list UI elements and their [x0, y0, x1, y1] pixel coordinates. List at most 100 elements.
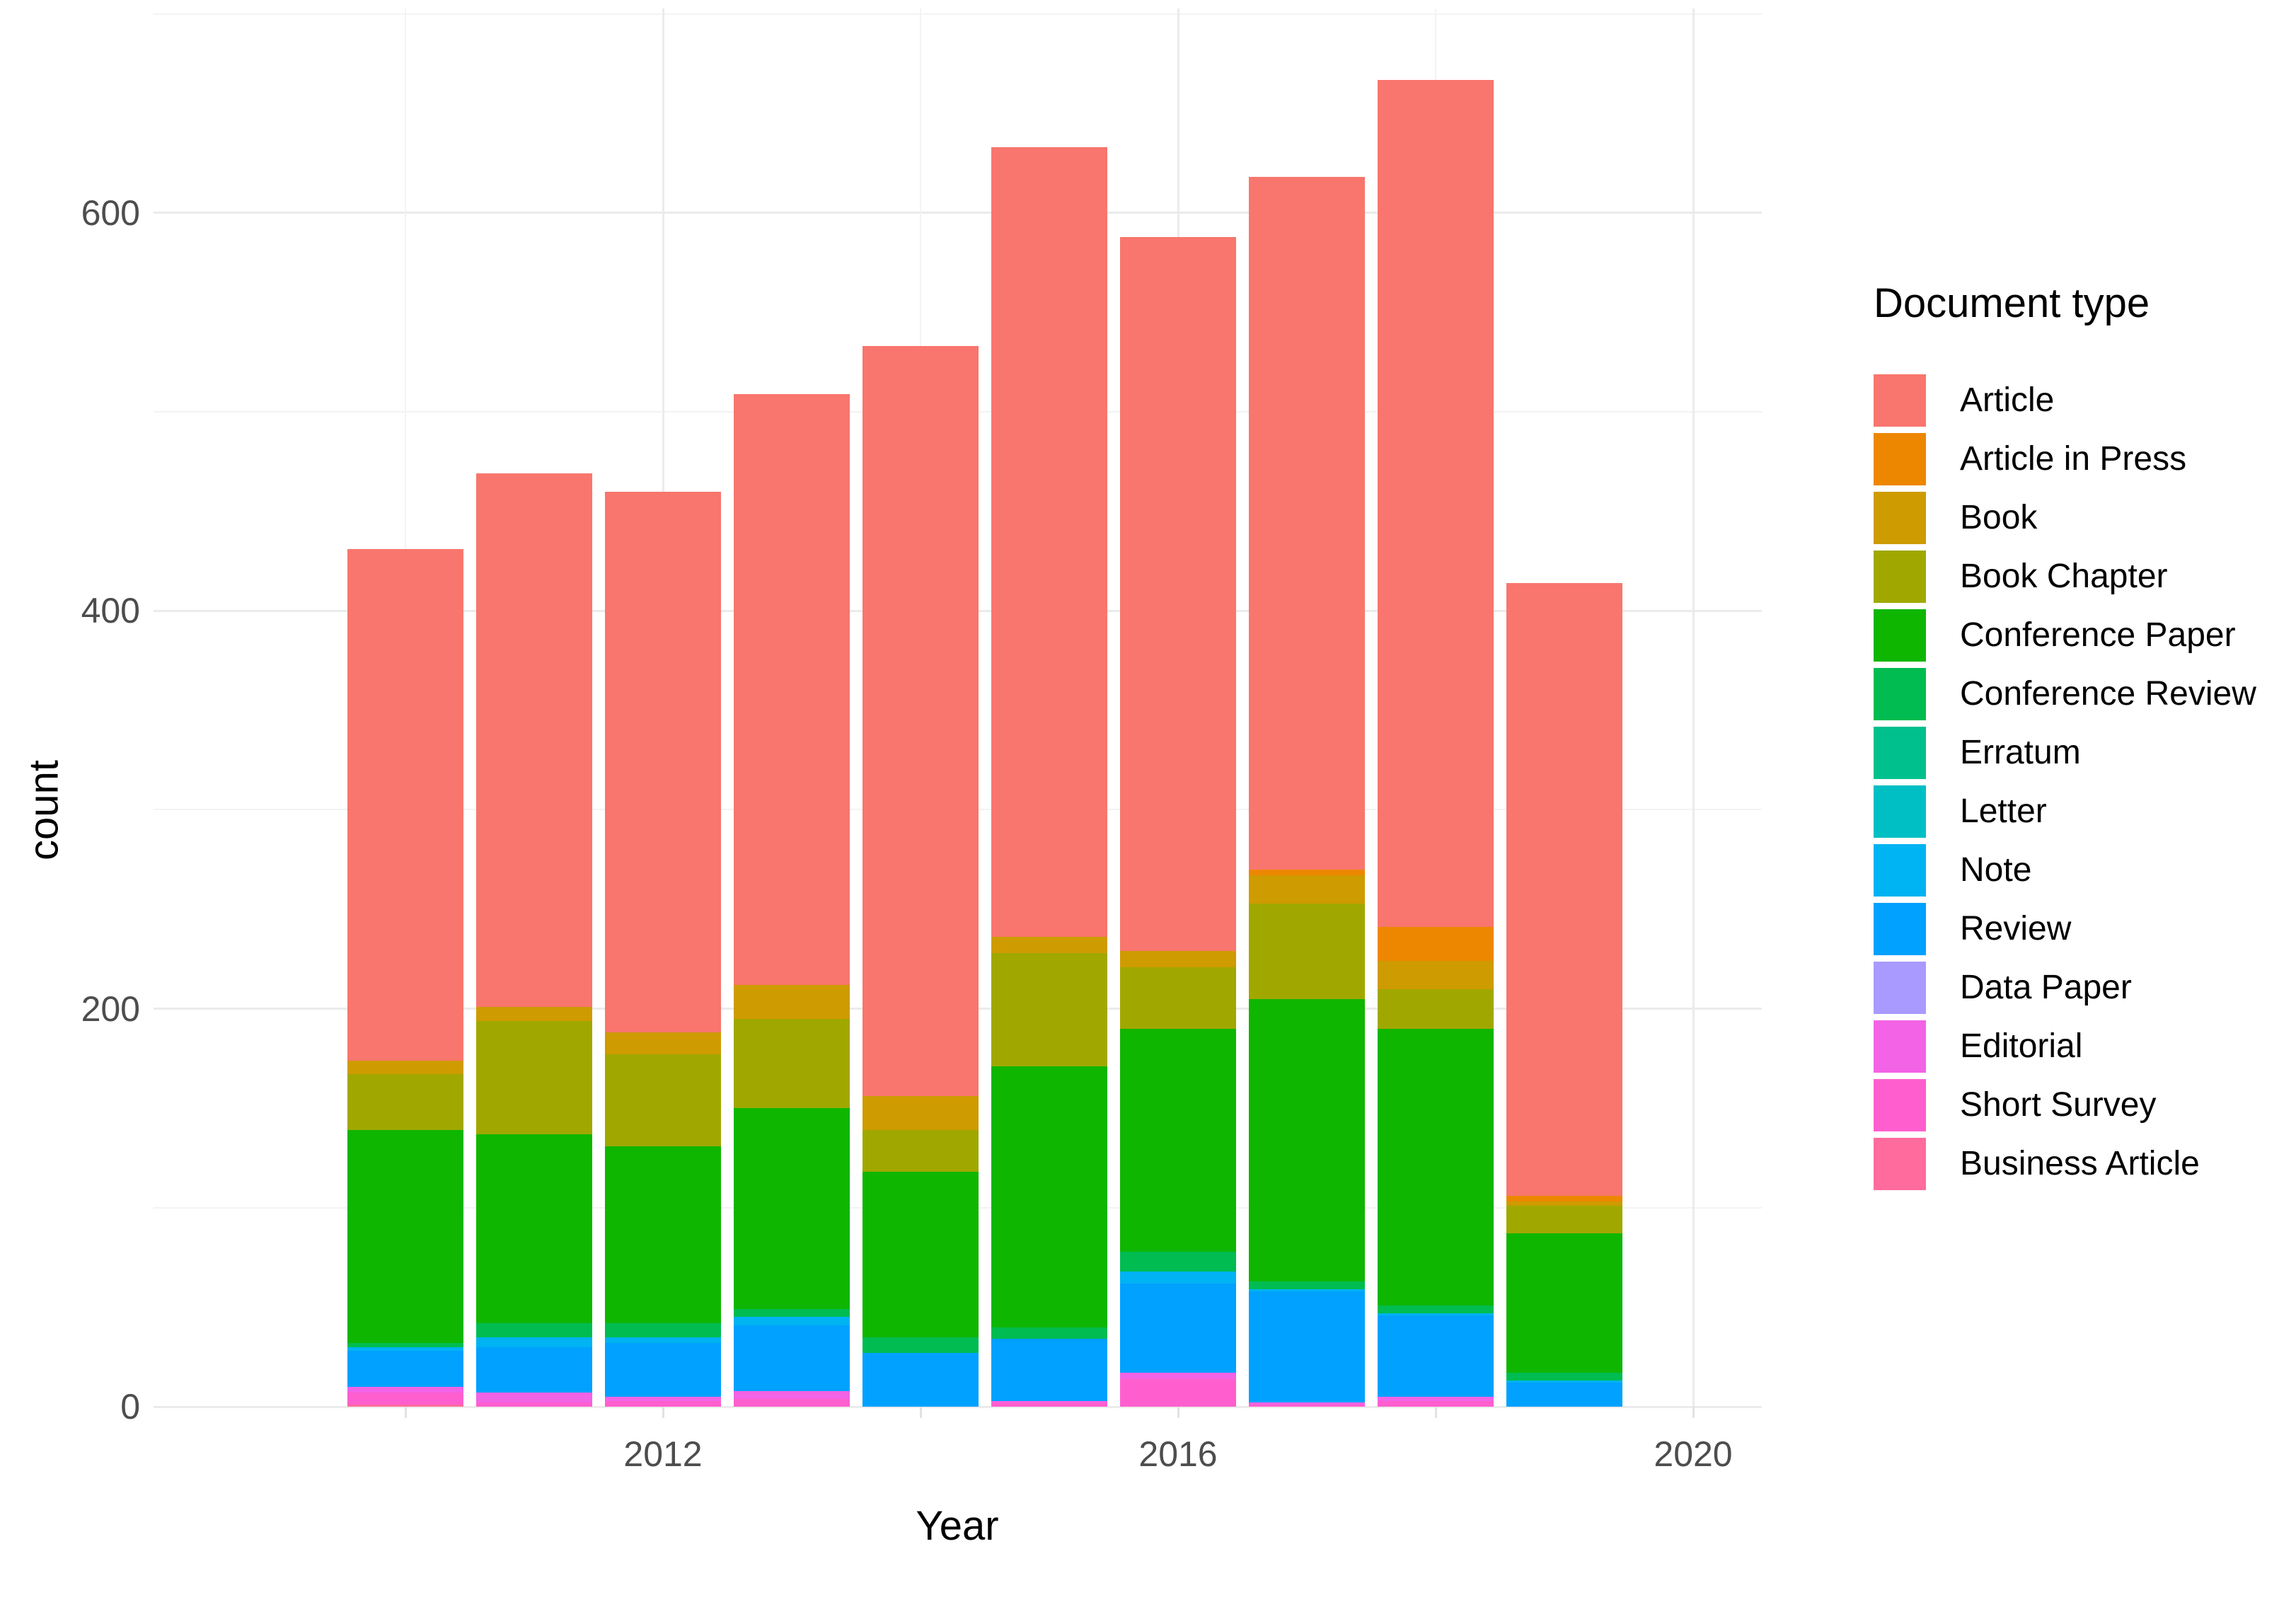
- bar-segment-2019-article-in-press: [1506, 1195, 1622, 1202]
- bar-segment-2019-review: [1506, 1383, 1622, 1407]
- bar-segment-2010-review: [347, 1351, 463, 1387]
- bar-segment-2018-article-in-press: [1378, 927, 1494, 962]
- bar-segment-2012-conference-paper: [605, 1146, 721, 1323]
- legend-swatch-icon: [1874, 609, 1926, 662]
- legend-item-letter: Letter: [1874, 782, 2270, 841]
- bar-segment-2012-note: [605, 1337, 721, 1343]
- legend-item-label: Review: [1960, 910, 2072, 947]
- legend-item-label: Article: [1960, 381, 2055, 419]
- y-major-gridline: [154, 212, 1762, 214]
- y-tick-label: 400: [81, 591, 140, 631]
- y-axis-title: count: [21, 760, 67, 860]
- legend-item-label: Erratum: [1960, 734, 2081, 771]
- legend-item-label: Data Paper: [1960, 969, 2132, 1006]
- bar-segment-2014-book-chapter: [863, 1130, 979, 1172]
- bar-segment-2014-conference-review: [863, 1337, 979, 1354]
- legend-item-article: Article: [1874, 371, 2270, 430]
- legend-item-label: Conference Paper: [1960, 616, 2236, 654]
- bar-segment-2013-book: [734, 984, 850, 1019]
- bar-segment-2010-book: [347, 1060, 463, 1075]
- bar-segment-2016-review: [1120, 1283, 1236, 1373]
- legend-swatch-icon: [1874, 550, 1926, 603]
- bar-segment-2015-book: [991, 937, 1107, 953]
- bar-segment-2011-conference-review: [476, 1322, 592, 1337]
- bar-segment-2013-article: [734, 393, 850, 985]
- legend-swatch-icon: [1874, 961, 1926, 1014]
- bar-segment-2012-review: [605, 1343, 721, 1397]
- bar-segment-2017-conference-paper: [1249, 998, 1365, 1281]
- bar-segment-2018-book: [1378, 961, 1494, 989]
- bar-segment-2013-editorial: [734, 1390, 850, 1399]
- bar-segment-2018-editorial: [1378, 1396, 1494, 1401]
- bar-segment-2015-editorial: [991, 1400, 1107, 1403]
- bar-segment-2012-editorial: [605, 1396, 721, 1401]
- bar-segment-2017-article-in-press: [1249, 869, 1365, 876]
- y-major-gridline: [154, 1405, 1762, 1408]
- bar-segment-2013-review: [734, 1325, 850, 1391]
- legend-item-editorial: Editorial: [1874, 1017, 2270, 1076]
- bar-segment-2010-business-article: [347, 1405, 463, 1407]
- bar-segment-2011-short-survey: [476, 1402, 592, 1407]
- legend-item-label: Note: [1960, 851, 2032, 889]
- legend-item-erratum: Erratum: [1874, 723, 2270, 782]
- bar-segment-2019-book-chapter: [1506, 1206, 1622, 1234]
- bar-segment-2016-short-survey: [1120, 1378, 1236, 1407]
- bar-segment-2013-note: [734, 1317, 850, 1325]
- legend-item-review: Review: [1874, 899, 2270, 958]
- bar-segment-2010-article: [347, 549, 463, 1061]
- bar-segment-2010-short-survey: [347, 1393, 463, 1405]
- x-tick-mark: [1177, 1407, 1179, 1418]
- bar-segment-2010-note: [347, 1347, 463, 1351]
- legend-swatch-icon: [1874, 726, 1926, 779]
- bar-segment-2014-article: [863, 346, 979, 1097]
- bar-segment-2015-short-survey: [991, 1402, 1107, 1407]
- bar-segment-2017-note: [1249, 1289, 1365, 1291]
- legend-swatch-icon: [1874, 432, 1926, 485]
- legend-item-note: Note: [1874, 841, 2270, 899]
- x-tick-label: 2020: [1654, 1434, 1733, 1474]
- legend-swatch-icon: [1874, 667, 1926, 720]
- legend-swatch-icon: [1874, 1137, 1926, 1190]
- bar-segment-2016-book-chapter: [1120, 967, 1236, 1029]
- legend-swatch-icon: [1874, 1078, 1926, 1131]
- legend-item-article-in-press: Article in Press: [1874, 430, 2270, 488]
- legend-item-label: Article in Press: [1960, 440, 2187, 478]
- legend-item-conference-review: Conference Review: [1874, 664, 2270, 723]
- bar-segment-2011-article: [476, 473, 592, 1007]
- bar-segment-2015-book-chapter: [991, 952, 1107, 1067]
- legend-item-book: Book: [1874, 488, 2270, 547]
- legend-swatch-icon: [1874, 374, 1926, 427]
- bar-segment-2011-editorial: [476, 1393, 592, 1403]
- x-tick-mark: [919, 1407, 922, 1418]
- legend-item-data-paper: Data Paper: [1874, 958, 2270, 1017]
- bar-segment-2016-conference-paper: [1120, 1028, 1236, 1252]
- bar-segment-2017-article: [1249, 177, 1365, 870]
- bar-segment-2017-conference-review: [1249, 1281, 1365, 1290]
- x-axis-title: Year: [916, 1503, 999, 1549]
- bar-segment-2018-conference-review: [1378, 1305, 1494, 1313]
- bar-segment-2019-book: [1506, 1201, 1622, 1206]
- bar-segment-2019-conference-review: [1506, 1373, 1622, 1381]
- bar-segment-2011-review: [476, 1347, 592, 1393]
- legend-item-label: Editorial: [1960, 1027, 2083, 1065]
- x-tick-mark: [1434, 1407, 1437, 1418]
- bar-segment-2016-article: [1120, 236, 1236, 952]
- y-tick-label: 0: [120, 1387, 140, 1426]
- bar-segment-2013-book-chapter: [734, 1018, 850, 1109]
- bar-segment-2016-editorial: [1120, 1373, 1236, 1379]
- legend-item-book-chapter: Book Chapter: [1874, 547, 2270, 606]
- x-tick-mark: [1692, 1407, 1695, 1418]
- legend-items: Article Article in Press Book Book Chapter C…: [1874, 371, 2270, 1193]
- legend-item-label: Short Survey: [1960, 1086, 2157, 1124]
- legend-item-conference-paper: Conference Paper: [1874, 606, 2270, 664]
- legend-swatch-icon: [1874, 843, 1926, 897]
- legend-item-label: Book Chapter: [1960, 558, 2168, 595]
- bar-segment-2013-short-survey: [734, 1398, 850, 1407]
- bar-segment-2018-book-chapter: [1378, 988, 1494, 1029]
- legend-title: Document type: [1874, 280, 2150, 326]
- bar-segment-2011-book: [476, 1006, 592, 1021]
- bar-segment-2014-conference-paper: [863, 1172, 979, 1337]
- bar-segment-2017-review: [1249, 1291, 1365, 1403]
- bar-segment-2018-review: [1378, 1315, 1494, 1397]
